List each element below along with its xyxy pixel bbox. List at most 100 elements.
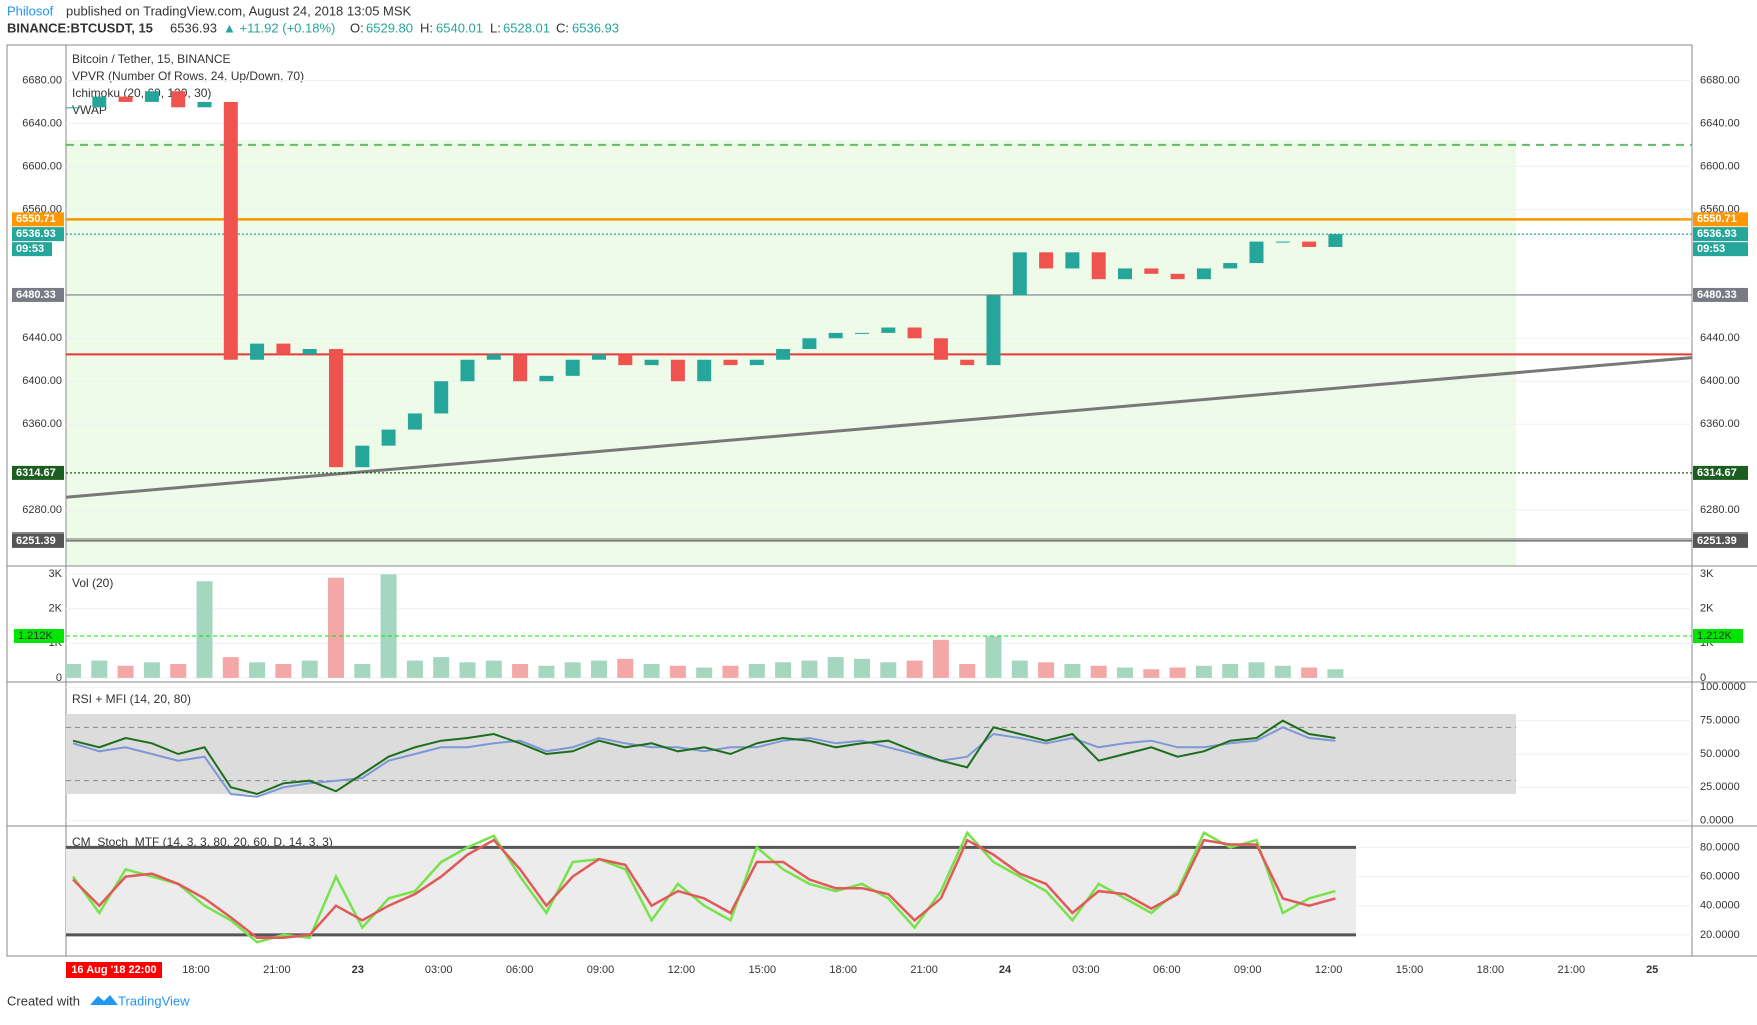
price-tag-label: 6251.39 bbox=[1697, 535, 1737, 547]
volume-bar bbox=[696, 667, 713, 678]
candle bbox=[933, 338, 948, 360]
y-tick-label: 6600.00 bbox=[22, 160, 62, 172]
y-tick-label: 40.0000 bbox=[1700, 900, 1740, 912]
volume-bar bbox=[1222, 664, 1239, 678]
candle bbox=[986, 295, 1001, 366]
y-tick-label: 0 bbox=[56, 672, 62, 684]
y-tick-label: 6560.00 bbox=[22, 203, 62, 215]
volume-bar bbox=[328, 577, 344, 678]
o-label: O: bbox=[350, 20, 364, 35]
candle bbox=[486, 354, 501, 360]
price-tag-label: 6314.67 bbox=[16, 467, 56, 479]
x-tick-label: 06:00 bbox=[1153, 964, 1181, 976]
candle bbox=[197, 101, 212, 108]
y-tick-label: 6600.00 bbox=[1700, 160, 1740, 172]
candle bbox=[118, 96, 133, 102]
volume-bar bbox=[959, 664, 976, 678]
candle bbox=[276, 343, 291, 355]
candle bbox=[723, 359, 738, 366]
volume-bar bbox=[275, 664, 292, 678]
y-tick-label: 20.0000 bbox=[1700, 929, 1740, 941]
volume-bar bbox=[222, 657, 239, 678]
price-tag bbox=[1693, 212, 1748, 227]
candle bbox=[381, 429, 396, 446]
change: ▲ +11.92 (+0.18%) bbox=[223, 20, 335, 35]
volume-bar bbox=[301, 660, 318, 678]
candle bbox=[1196, 268, 1211, 280]
volume-bar bbox=[249, 662, 266, 678]
countdown-tag bbox=[12, 242, 52, 257]
c-value: 6536.93 bbox=[572, 20, 619, 35]
volume-bar bbox=[91, 660, 108, 678]
y-tick-label: 6360.00 bbox=[1700, 418, 1740, 430]
candle bbox=[407, 413, 422, 430]
volume-bar bbox=[196, 581, 213, 678]
volume-bar bbox=[1064, 664, 1081, 678]
x-tick-label: 03:00 bbox=[1072, 964, 1100, 976]
x-tick-label: 03:00 bbox=[425, 964, 453, 976]
y-tick-label: 3K bbox=[49, 568, 63, 580]
x-tick-label: 24 bbox=[999, 964, 1012, 976]
y-tick-label: 6360.00 bbox=[22, 418, 62, 430]
volume-bar bbox=[406, 660, 423, 678]
candle bbox=[960, 359, 975, 366]
x-tick-label: 12:00 bbox=[1315, 964, 1343, 976]
volume-bar bbox=[722, 665, 739, 678]
candle bbox=[223, 101, 238, 360]
volume-bar bbox=[512, 664, 529, 678]
footer-brand[interactable]: TradingView bbox=[118, 993, 190, 1008]
volume-bar bbox=[433, 657, 450, 678]
price-tag bbox=[1693, 465, 1748, 480]
x-tick-label: 09:00 bbox=[1234, 964, 1262, 976]
y-tick-label: 60.0000 bbox=[1700, 870, 1740, 882]
candle bbox=[592, 354, 606, 360]
countdown: 09:53 bbox=[1697, 243, 1725, 255]
volume-bar bbox=[932, 639, 949, 678]
candle bbox=[697, 359, 712, 382]
candle bbox=[1039, 252, 1054, 269]
stoch-band bbox=[66, 847, 1356, 935]
y-tick-label: 80.0000 bbox=[1700, 841, 1740, 853]
y-tick-label: 50.0000 bbox=[1700, 748, 1740, 760]
published: published on TradingView.com, August 24,… bbox=[66, 3, 412, 18]
last-price: 6536.93 bbox=[170, 20, 217, 35]
volume-bar bbox=[1301, 667, 1318, 678]
x-tick-label: 15:00 bbox=[1396, 964, 1424, 976]
candle bbox=[749, 359, 764, 366]
y-tick-label: 2K bbox=[49, 603, 63, 615]
volume-bar bbox=[1248, 662, 1265, 678]
marker-label: 1.212K bbox=[1697, 630, 1733, 642]
series-line bbox=[72, 719, 1336, 796]
h-label: H: bbox=[420, 20, 433, 35]
o-value: 6529.80 bbox=[366, 20, 413, 35]
candle bbox=[1091, 252, 1106, 280]
candle bbox=[144, 91, 159, 102]
marker-tag bbox=[14, 629, 64, 644]
volume-bar bbox=[669, 665, 686, 678]
y-tick-label: 100.0000 bbox=[1700, 681, 1746, 693]
volume-bar bbox=[854, 658, 870, 678]
volume-bar bbox=[1090, 665, 1107, 678]
candle bbox=[1065, 252, 1080, 269]
candle bbox=[1170, 273, 1185, 280]
volume-bar bbox=[1274, 665, 1291, 678]
price-tag bbox=[1693, 227, 1748, 242]
volume-bar bbox=[643, 664, 660, 678]
price-tag bbox=[1693, 287, 1748, 302]
c-label: C: bbox=[556, 20, 569, 35]
volume-bar bbox=[1327, 669, 1344, 678]
candle bbox=[618, 354, 633, 366]
candle bbox=[302, 349, 317, 355]
price-tag-label: 6480.33 bbox=[16, 289, 56, 301]
y-tick-label: 6560.00 bbox=[1700, 203, 1740, 215]
candle bbox=[1328, 234, 1343, 247]
symbol: BINANCE:BTCUSDT, 15 bbox=[7, 20, 153, 35]
candle bbox=[1302, 241, 1317, 247]
y-tick-label: 6640.00 bbox=[1700, 117, 1740, 129]
author[interactable]: Philosof bbox=[7, 3, 54, 18]
volume-bar bbox=[801, 660, 818, 678]
h-value: 6540.01 bbox=[436, 20, 483, 35]
price-tag bbox=[1693, 533, 1748, 548]
volume-bar bbox=[827, 657, 844, 678]
volume-bar bbox=[1143, 669, 1160, 678]
